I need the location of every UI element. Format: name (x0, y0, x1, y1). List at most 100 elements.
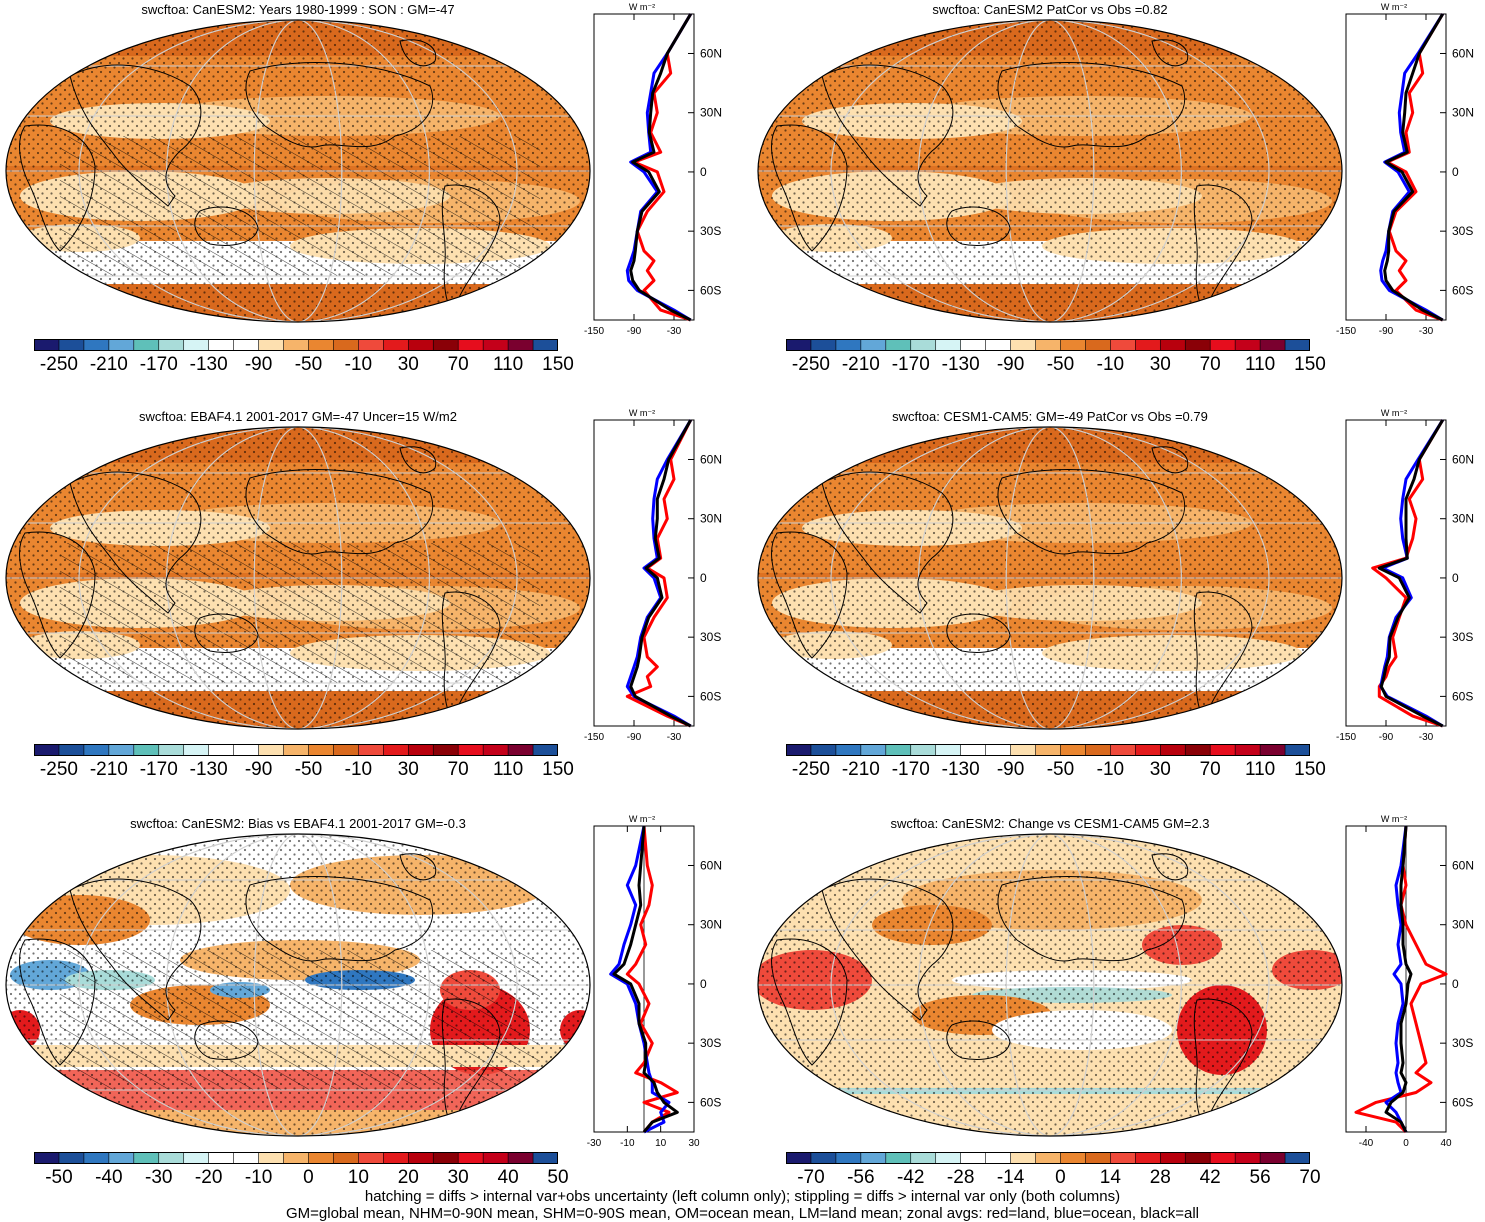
colorbar-swatch (1110, 339, 1137, 351)
zonal-mean-plot: W m⁻² -150 -90 -30 60N 30N 0 30S 60S (1336, 2, 1474, 337)
colorbar-swatch (910, 339, 937, 351)
colorbar-swatch (34, 1152, 60, 1164)
colorbar-swatch (133, 744, 160, 756)
colorbar-swatch (133, 339, 160, 351)
colorbar-swatch (1035, 744, 1062, 756)
coastline (399, 853, 437, 881)
colorbar-swatch (835, 1152, 862, 1164)
colorbar-swatch (482, 1152, 509, 1164)
colorbar-swatch (383, 339, 410, 351)
colorbar-swatch (158, 1152, 185, 1164)
colorbar-swatch (34, 339, 60, 351)
colorbar-swatch (835, 744, 862, 756)
colorbar-tick-label: 30 (1149, 354, 1171, 375)
zonal-xtick-label: -30 (587, 1138, 602, 1149)
zonal-frame (1345, 825, 1447, 1133)
coastline (194, 613, 259, 653)
zonal-ytick-label: 60S (1452, 689, 1473, 703)
colorbar-tick-label: 30 (447, 1167, 469, 1188)
colorbar-tick-label: 30 (397, 354, 419, 375)
colorbar (786, 1152, 1310, 1164)
colorbar-tick-label: -250 (39, 759, 78, 780)
colorbar-swatch (1085, 744, 1112, 756)
colorbar-swatch (885, 1152, 912, 1164)
colorbar-swatch (482, 744, 509, 756)
colorbar-swatch (83, 339, 110, 351)
colorbar-tick-label: -210 (841, 759, 880, 780)
zonal-ytick-label: 30S (700, 1036, 721, 1050)
colorbar-tick-label: -90 (244, 759, 273, 780)
coastline (69, 64, 202, 207)
colorbar-tick-label: -170 (891, 759, 930, 780)
colorbar-swatch (786, 744, 812, 756)
colorbar-swatch (1234, 744, 1261, 756)
colorbar-swatch (133, 1152, 160, 1164)
colorbar-swatch (532, 1152, 558, 1164)
colorbar-swatch (935, 744, 962, 756)
colorbar-swatch (83, 1152, 110, 1164)
colorbar-tick-label: 110 (492, 354, 524, 375)
colorbar-swatch (283, 744, 310, 756)
coastline (1151, 853, 1189, 881)
colorbar-swatch (233, 1152, 260, 1164)
colorbar-swatch (1184, 339, 1211, 351)
colorbar-tick-label: -50 (294, 354, 323, 375)
zonal-xtick-label: -30 (667, 326, 682, 337)
map-title: swcftoa: CESM1-CAM5: GM=-49 PatCor vs Ob… (892, 409, 1208, 424)
colorbar-tick-label: 70 (447, 759, 469, 780)
zonal-series-blue (625, 13, 692, 322)
colorbar-tick-label: 150 (1294, 354, 1326, 375)
colorbar-swatch (885, 744, 912, 756)
zonal-ytick-label: 60N (1452, 858, 1474, 872)
colorbar-swatch (258, 744, 285, 756)
colorbar-swatch (1110, 744, 1137, 756)
colorbar-swatch (158, 744, 185, 756)
zonal-xtick-label: -150 (584, 732, 604, 743)
colorbar-swatch (835, 339, 862, 351)
colorbar-tick-label: 0 (303, 1167, 314, 1188)
colorbar-swatch (910, 744, 937, 756)
colorbar-tick-label: -210 (841, 354, 880, 375)
colorbar-swatch (1184, 744, 1211, 756)
colorbar-swatch (432, 1152, 459, 1164)
map-outline (5, 833, 591, 1137)
colorbar-swatch (860, 1152, 887, 1164)
colorbar-tick-label: -70 (797, 1167, 825, 1188)
colorbar-swatch (1035, 1152, 1062, 1164)
colorbar-tick-label: -28 (946, 1167, 975, 1188)
footer-note-line1: hatching = diffs > internal var+obs unce… (364, 1188, 1121, 1205)
colorbar-swatch (407, 744, 435, 756)
colorbar (34, 744, 558, 756)
hatching (60, 136, 540, 276)
colorbar-swatch (860, 339, 887, 351)
map-canesm2-climatology (5, 19, 591, 323)
map-canesm2-change (757, 833, 1343, 1137)
colorbar-swatch (432, 744, 459, 756)
colorbar-tick-label: -30 (145, 1167, 173, 1188)
colorbar-swatch (283, 339, 310, 351)
colorbar-swatch (358, 1152, 385, 1164)
zonal-xtick-label: -30 (1419, 326, 1434, 337)
colorbar-swatch (1010, 744, 1037, 756)
colorbar-swatch (108, 1152, 135, 1164)
colorbar-swatch (233, 339, 260, 351)
zonal-series-black (612, 825, 679, 1133)
colorbar-swatch (960, 1152, 987, 1164)
coastline (194, 1020, 259, 1060)
colorbar-swatch (985, 1152, 1012, 1164)
zonal-unit-label: W m⁻² (1381, 814, 1407, 824)
colorbar-swatch (1135, 744, 1162, 756)
map-ebaf-observations (5, 426, 591, 730)
colorbar-swatch (1284, 744, 1310, 756)
colorbar-swatch (1209, 1152, 1236, 1164)
map-outline (757, 833, 1343, 1137)
colorbar-swatch (1159, 339, 1187, 351)
colorbar-swatch (910, 1152, 937, 1164)
colorbar-tick-label: 50 (547, 1167, 569, 1188)
colorbar-swatch (1035, 339, 1062, 351)
colorbar-swatch (1259, 1152, 1286, 1164)
zonal-ytick-label: 0 (700, 977, 707, 991)
colorbar-swatch (507, 339, 534, 351)
colorbar-swatch (1110, 1152, 1137, 1164)
coastline (19, 124, 96, 252)
